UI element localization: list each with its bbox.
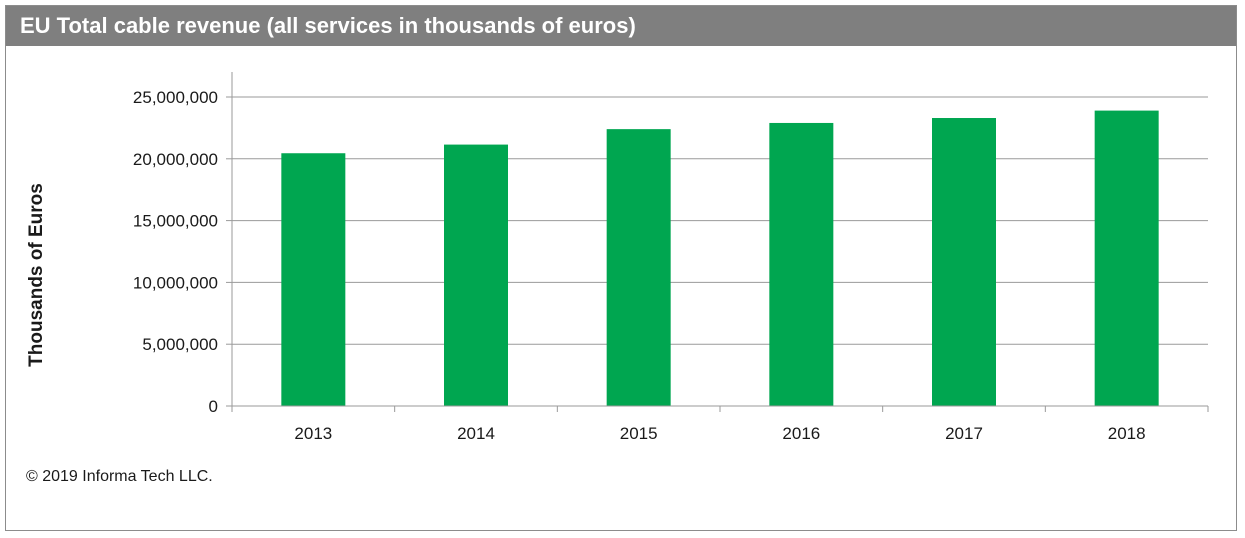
bar-2013 <box>281 153 346 406</box>
x-tick-label: 2016 <box>782 424 820 443</box>
y-tick-labels: 0 5,000,000 10,000,000 15,000,000 20,000,000… <box>133 88 218 416</box>
x-tick-label: 2013 <box>294 424 332 443</box>
gridlines <box>232 96 1208 345</box>
chart-frame: EU Total cable revenue (all services in … <box>5 5 1237 531</box>
bar-2017 <box>932 118 996 407</box>
y-axis-title: Thousands of Euros <box>26 183 47 367</box>
x-tick-label: 2018 <box>1108 424 1146 443</box>
axes <box>226 72 1209 412</box>
bar-2018 <box>1094 110 1159 406</box>
bars <box>281 110 1159 407</box>
y-tick-label: 15,000,000 <box>133 212 218 231</box>
x-tick-label: 2015 <box>620 424 658 443</box>
x-tick-label: 2017 <box>945 424 983 443</box>
y-tick-label: 10,000,000 <box>133 273 218 292</box>
chart-title: EU Total cable revenue (all services in … <box>6 6 1236 46</box>
bar-2014 <box>444 144 508 406</box>
y-tick-label: 25,000,000 <box>133 88 218 107</box>
y-tick-label: 20,000,000 <box>133 150 218 169</box>
copyright-notice: © 2019 Informa Tech LLC. <box>26 468 213 485</box>
x-tick-labels: 2013 2014 2015 2016 2017 2018 <box>294 424 1145 443</box>
y-tick-label: 5,000,000 <box>142 335 218 354</box>
bar-2015 <box>606 129 671 407</box>
x-tick-label: 2014 <box>457 424 495 443</box>
y-tick-label: 0 <box>209 397 218 416</box>
bar-2016 <box>769 122 834 407</box>
